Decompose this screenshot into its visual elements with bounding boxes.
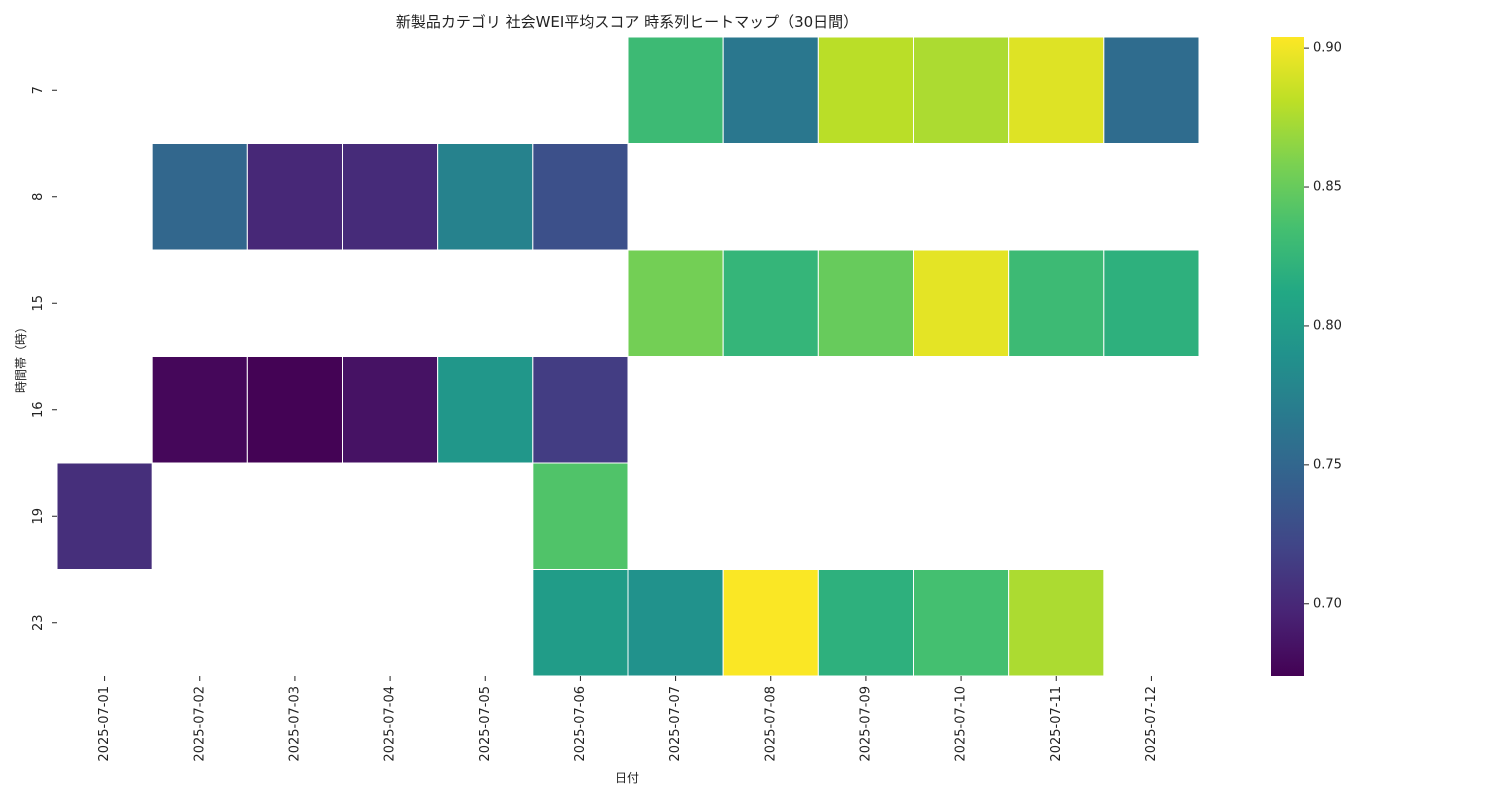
heatmap-cell — [1103, 249, 1200, 357]
heatmap-cell — [151, 143, 248, 251]
y-tick-label: 16 — [31, 401, 46, 418]
y-tick-label: 23 — [31, 614, 46, 631]
y-axis-label: 時間帯（時） — [14, 321, 28, 393]
x-tick-label: 2025-07-03 — [287, 686, 302, 762]
heatmap-cell — [342, 356, 439, 464]
y-tick-label: 7 — [31, 86, 46, 94]
heatmap-cell — [532, 356, 629, 464]
heatmap-cell — [1103, 36, 1200, 144]
heatmap-cell — [722, 569, 819, 677]
x-tick-label: 2025-07-07 — [668, 686, 683, 762]
colorbar-tick-label: 0.80 — [1313, 318, 1342, 333]
x-tick-label: 2025-07-04 — [383, 686, 398, 762]
heatmap-cell — [246, 356, 343, 464]
heatmap-cells — [56, 36, 1200, 677]
colorbar-tick-label: 0.90 — [1313, 41, 1342, 56]
heatmap-cell — [56, 462, 153, 570]
chart-title: 新製品カテゴリ 社会WEI平均スコア 時系列ヒートマップ（30日間） — [396, 13, 858, 31]
heatmap-cell — [532, 462, 629, 570]
x-tick-label: 2025-07-09 — [858, 686, 873, 762]
y-tick-label: 8 — [31, 193, 46, 201]
heatmap-cell — [1008, 36, 1105, 144]
colorbar-tick-label: 0.70 — [1313, 596, 1342, 611]
x-tick-label: 2025-07-02 — [192, 686, 207, 762]
x-tick-label: 2025-07-10 — [954, 686, 969, 762]
heatmap-cell — [913, 249, 1010, 357]
x-tick-label: 2025-07-11 — [1049, 686, 1064, 762]
x-tick-label: 2025-07-08 — [763, 686, 778, 762]
heatmap-cell — [1008, 569, 1105, 677]
heatmap-cell — [913, 569, 1010, 677]
colorbar: 0.70 0.75 0.80 0.85 0.90 — [1271, 37, 1342, 676]
heatmap-cell — [627, 249, 724, 357]
heatmap-cell — [437, 356, 534, 464]
colorbar-tick-label: 0.85 — [1313, 180, 1342, 195]
x-tick-label: 2025-07-12 — [1144, 686, 1159, 762]
heatmap-cell — [1008, 249, 1105, 357]
heatmap-cell — [627, 36, 724, 144]
colorbar-gradient — [1271, 37, 1304, 676]
heatmap-cell — [627, 569, 724, 677]
y-axis: 7 8 15 16 19 23 — [31, 86, 57, 631]
x-axis-label: 日付 — [615, 771, 639, 785]
y-tick-label: 19 — [31, 508, 46, 525]
heatmap-cell — [722, 249, 819, 357]
heatmap-cell — [342, 143, 439, 251]
x-axis: 2025-07-01 2025-07-02 2025-07-03 2025-07-04… — [97, 676, 1159, 762]
x-tick-label: 2025-07-05 — [478, 686, 493, 762]
x-tick-label: 2025-07-06 — [573, 686, 588, 762]
heatmap-cell — [437, 143, 534, 251]
x-tick-label: 2025-07-01 — [97, 686, 112, 762]
heatmap-cell — [722, 36, 819, 144]
heatmap-cell — [532, 143, 629, 251]
heatmap-cell — [246, 143, 343, 251]
y-tick-label: 15 — [31, 295, 46, 312]
heatmap-cell — [913, 36, 1010, 144]
colorbar-tick-label: 0.75 — [1313, 457, 1342, 472]
heatmap-cell — [532, 569, 629, 677]
heatmap-cell — [817, 249, 914, 357]
heatmap-cell — [817, 569, 914, 677]
heatmap-cell — [817, 36, 914, 144]
heatmap-cell — [151, 356, 248, 464]
